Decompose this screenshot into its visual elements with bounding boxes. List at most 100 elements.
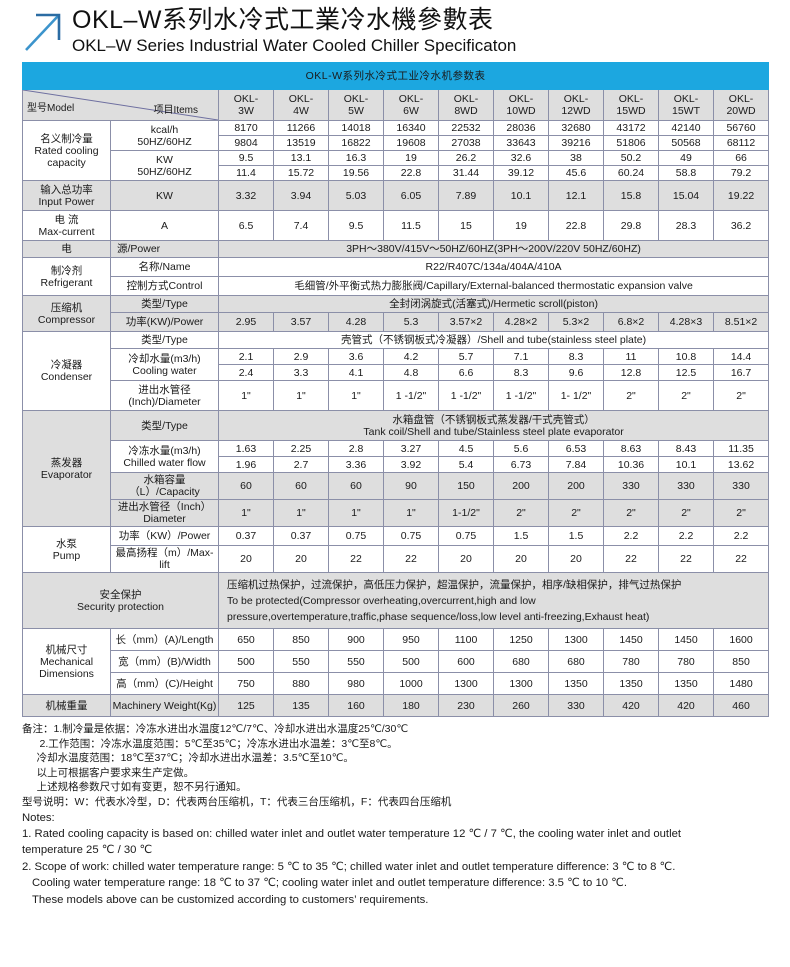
table-banner: OKL-W系列水冷式工业冷水机参数表	[21, 62, 770, 90]
cell: 3.92	[383, 456, 439, 473]
group-label-security: 安全保护 Security protection	[22, 572, 219, 629]
row-input-power: 输入总功率 Input Power KW 3.32 3.94 5.03 6.05…	[22, 180, 770, 211]
item-label-type: 类型/Type	[110, 295, 219, 313]
group-label-compressor: 压缩机 Compressor	[22, 295, 111, 332]
model-prefix: OKL-	[563, 93, 589, 105]
row-machinery-weight: 机械重量 Machinery Weight(Kg) 125 135 160 18…	[22, 694, 770, 717]
cell: 2.2	[603, 526, 659, 546]
item-label-cond-flow: 冷却水量(m3/h) Cooling water	[110, 348, 219, 381]
cell: 43172	[603, 120, 659, 136]
cell: 22	[383, 545, 439, 573]
row-dimension-width: 宽（mm）(B)/Width 500 550 550 500 600 680 6…	[23, 650, 770, 673]
diagonal-line-icon	[23, 90, 218, 120]
notes-title-en: Notes:	[22, 811, 55, 824]
cell: 980	[328, 672, 384, 695]
page-title-en: OKL–W Series Industrial Water Cooled Chi…	[72, 36, 517, 55]
cell: 79.2	[712, 165, 770, 181]
cell: 460	[712, 694, 770, 717]
cell: 4.2	[383, 348, 439, 365]
cell: 1"	[273, 380, 329, 411]
cell: 8170	[218, 120, 274, 136]
corner-label-model: 型号Model	[27, 103, 75, 114]
cell: 28.3	[658, 210, 714, 241]
cell: 0.75	[383, 526, 439, 546]
model-prefix: OKL-	[233, 93, 259, 105]
row-pump-lift: 最高扬程（m）/Max-lift 20 20 22 22 20 20 20 22…	[23, 545, 770, 573]
cell: 68112	[712, 135, 770, 151]
cell: 11266	[273, 120, 329, 136]
page-title-cn: OKL–W系列水冷式工業冷水機參數表	[72, 6, 494, 34]
security-protection-value: 压缩机过热保护，过流保护，高低压力保护，超温保护，流量保护，相序/缺相保护，排气…	[217, 572, 770, 629]
cell: 500	[383, 650, 439, 673]
cell: 8.3	[548, 348, 604, 365]
label-en-2: capacity	[47, 156, 86, 169]
spec-table-wrap: OKL-W系列水冷式工业冷水机参数表 型号Model 项目Items OKL- 3…	[0, 62, 790, 717]
cell: 200	[548, 472, 604, 500]
group-label-dimensions: 机械尺寸 Mechanical Dimensions	[22, 628, 111, 695]
cell: 50568	[658, 135, 714, 151]
model-suffix: 8WD	[454, 105, 478, 117]
cell: 22532	[438, 120, 494, 136]
label-en-2: Dimensions	[39, 667, 94, 680]
cell: 6.8×2	[603, 312, 659, 332]
item-label-ref-name: 名称/Name	[110, 257, 219, 277]
cell: 19	[493, 210, 549, 241]
cell: 19.22	[712, 180, 770, 211]
cell: 60	[328, 472, 384, 500]
security-line-en-2: pressure,overtemperature,traffic,phase s…	[227, 610, 650, 623]
item-label-comp-power: 功率(KW)/Power	[110, 312, 219, 332]
cell: 1450	[603, 628, 659, 651]
cell: 6.53	[548, 440, 604, 457]
cell: 20	[438, 545, 494, 573]
cell: 330	[712, 472, 770, 500]
cell: 230	[438, 694, 494, 717]
cell: 20	[493, 545, 549, 573]
note-cn-line: 2.工作范围：冷冻水温度范围：5℃至35℃；冷冻水进出水温差：3℃至8℃。	[22, 737, 398, 750]
cell: 11.4	[218, 165, 274, 181]
cell: 56760	[712, 120, 770, 136]
cell: 1.96	[218, 456, 274, 473]
unit-kw: KW	[156, 153, 173, 166]
model-header-cell: OKL- 20WD	[712, 89, 770, 121]
group-label-pump: 水泵 Pump	[22, 526, 111, 573]
group-label-power: 电	[22, 240, 111, 258]
label-cn: 机械尺寸	[45, 643, 88, 656]
cell: 880	[273, 672, 329, 695]
row-condenser-flow-60: 2.4 3.3 4.1 4.8 6.6 8.3 9.6 12.8 12.5 16…	[23, 364, 770, 381]
cell: 1350	[548, 672, 604, 695]
item-label-kw: KW 50HZ/60HZ	[110, 150, 219, 181]
label-cn: 输入总功率	[40, 183, 93, 196]
cell: 22	[328, 545, 384, 573]
cell: 125	[218, 694, 274, 717]
cell: 4.8	[383, 364, 439, 381]
cell: 8.51×2	[712, 312, 770, 332]
cell: 42140	[658, 120, 714, 136]
model-header-cell: OKL- 8WD	[438, 89, 494, 121]
cell: 1.63	[218, 440, 274, 457]
row-refrigerant-control: 控制方式Control 毛细管/外平衡式热力膨胀阀/Capillary/Exte…	[23, 276, 770, 296]
cell: 2.95	[218, 312, 274, 332]
note-model-legend: 型号说明：W：代表水冷型，D：代表两台压缩机，T：代表三台压缩机，F：代表四台压…	[22, 795, 452, 808]
cell: 1.5	[548, 526, 604, 546]
cell: 1 -1/2"	[493, 380, 549, 411]
cell: 750	[218, 672, 274, 695]
cell: 5.03	[328, 180, 384, 211]
label-en: Pump	[52, 549, 81, 562]
label-en: Max-current	[38, 225, 95, 238]
model-prefix: OKL-	[728, 93, 754, 105]
label-cn: 冷却水量(m3/h)	[128, 352, 201, 365]
model-header-cell: OKL- 3W	[218, 89, 274, 121]
cell: 8.43	[658, 440, 714, 457]
row-kw-50hz: KW 50HZ/60HZ 9.5 13.1 16.3 19 26.2 32.6 …	[23, 150, 770, 181]
group-label-condenser: 冷凝器 Condenser	[22, 331, 111, 411]
cell: 6.5	[218, 210, 274, 241]
row-kw-60hz: 11.4 15.72 19.56 22.8 31.44 39.12 45.6 6…	[23, 165, 770, 181]
refrigerant-control-value: 毛细管/外平衡式热力膨胀阀/Capillary/External-balance…	[217, 276, 770, 296]
cell: 11.5	[383, 210, 439, 241]
cell: 4.1	[328, 364, 384, 381]
label-en: Compressor	[37, 313, 96, 326]
model-suffix: 3W	[238, 105, 254, 117]
model-suffix: 6W	[403, 105, 419, 117]
row-compressor-type: 压缩机 Compressor 类型/Type 全封闭涡旋式(活塞式)/Herme…	[22, 295, 770, 332]
group-label-input-power: 输入总功率 Input Power	[22, 180, 111, 211]
